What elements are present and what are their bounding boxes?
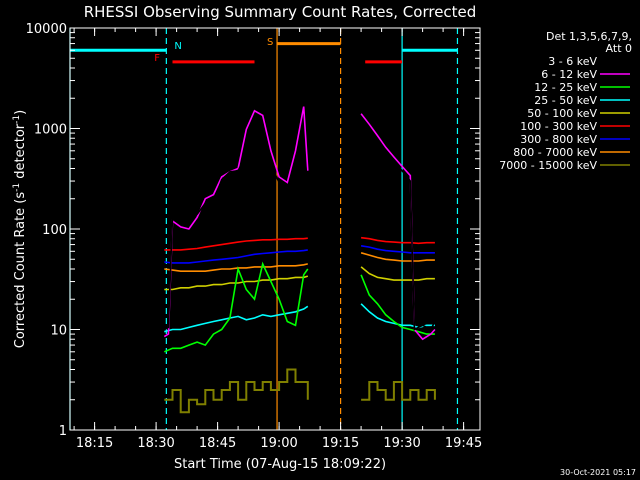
- legend-label-3: 25 - 50 keV: [534, 94, 597, 107]
- y-tick-label-1: 10: [50, 324, 67, 339]
- legend-label-1: 6 - 12 keV: [541, 68, 597, 81]
- series-line-25to50keV-seg0: [164, 305, 309, 333]
- timestamp: 30-Oct-2021 05:17: [560, 468, 636, 477]
- legend-label-7: 800 - 7000 keV: [513, 146, 597, 159]
- series-line-7000to15000keV-seg1: [361, 381, 436, 401]
- y-tick-label-0: 1: [59, 424, 67, 439]
- y-axis-label-end: ): [13, 110, 28, 115]
- y-axis-label-sup: -1: [12, 183, 22, 192]
- legend-label-6: 300 - 800 keV: [520, 133, 597, 146]
- series-line-100to300keV-seg0: [164, 237, 308, 251]
- flag-label-s: S: [267, 37, 273, 48]
- flag-bars-layer: [70, 42, 458, 64]
- y-axis-label-main: Corrected Count Rate (s: [13, 192, 28, 349]
- x-tick-label-3: 19:00: [260, 436, 297, 451]
- series-line-6to12keV-seg1: [360, 113, 436, 341]
- legend-label-0: 3 - 6 keV: [548, 55, 597, 68]
- series-layer: [163, 106, 436, 414]
- y-axis-label-mid: detector: [13, 123, 28, 183]
- observing-intervals-layer: [69, 28, 459, 430]
- series-line-12to25keV-seg1: [360, 274, 435, 335]
- flag-label-f: F: [154, 53, 160, 64]
- series-line-100to300keV-seg1: [361, 236, 435, 245]
- x-axis: 18:15 18:30 18:45 19:00 19:15 19:30 19:45: [73, 28, 482, 451]
- y-tick-label-4: 10000: [26, 22, 67, 37]
- series-line-3to6keV-seg1: [360, 123, 436, 331]
- legend-label-2: 12 - 25 keV: [534, 81, 597, 94]
- series-line-7000to15000keV-seg0: [164, 368, 309, 414]
- y-tick-label-2: 100: [42, 223, 67, 238]
- series-line-50to100keV-seg1: [360, 266, 435, 281]
- series-line-300to800keV-seg1: [360, 245, 435, 254]
- series-line-800to7000keV-seg0: [164, 263, 308, 272]
- series-line-12to25keV-seg0: [163, 261, 309, 353]
- y-axis-label-sup2: -1: [12, 115, 22, 124]
- legend-header-line1: Det 1,3,5,6,7,9,: [546, 30, 632, 43]
- legend-label-4: 50 - 100 keV: [527, 107, 597, 120]
- x-tick-label-2: 18:45: [199, 436, 236, 451]
- x-axis-label: Start Time (07-Aug-15 18:09:22): [174, 457, 386, 472]
- chart-title: RHESSI Observing Summary Count Rates, Co…: [84, 3, 477, 21]
- x-tick-label-6: 19:45: [445, 436, 482, 451]
- plot-frame: [69, 27, 481, 431]
- x-tick-label-5: 19:30: [383, 436, 420, 451]
- series-line-3to6keV-seg0: [163, 142, 309, 331]
- series-line-300to800keV-seg0: [164, 249, 308, 264]
- legend-label-8: 7000 - 15000 keV: [499, 159, 597, 172]
- legend-label-5: 100 - 300 keV: [520, 120, 597, 133]
- series-line-800to7000keV-seg1: [360, 252, 435, 262]
- x-tick-label-4: 19:15: [322, 436, 359, 451]
- legend-header-line2: Att 0: [606, 42, 632, 55]
- y-axis: 1 10 100 1000 10000: [26, 22, 480, 439]
- flag-label-n: N: [174, 41, 181, 52]
- y-axis-label: Corrected Count Rate (s-1 detector-1): [12, 110, 28, 348]
- x-tick-label-1: 18:30: [137, 436, 174, 451]
- series-line-50to100keV-seg0: [164, 275, 309, 291]
- series-line-6to12keV-seg0: [163, 106, 309, 338]
- y-tick-label-3: 1000: [34, 123, 67, 138]
- flag-labels-layer: N F S: [154, 37, 273, 64]
- x-tick-label-0: 18:15: [76, 436, 113, 451]
